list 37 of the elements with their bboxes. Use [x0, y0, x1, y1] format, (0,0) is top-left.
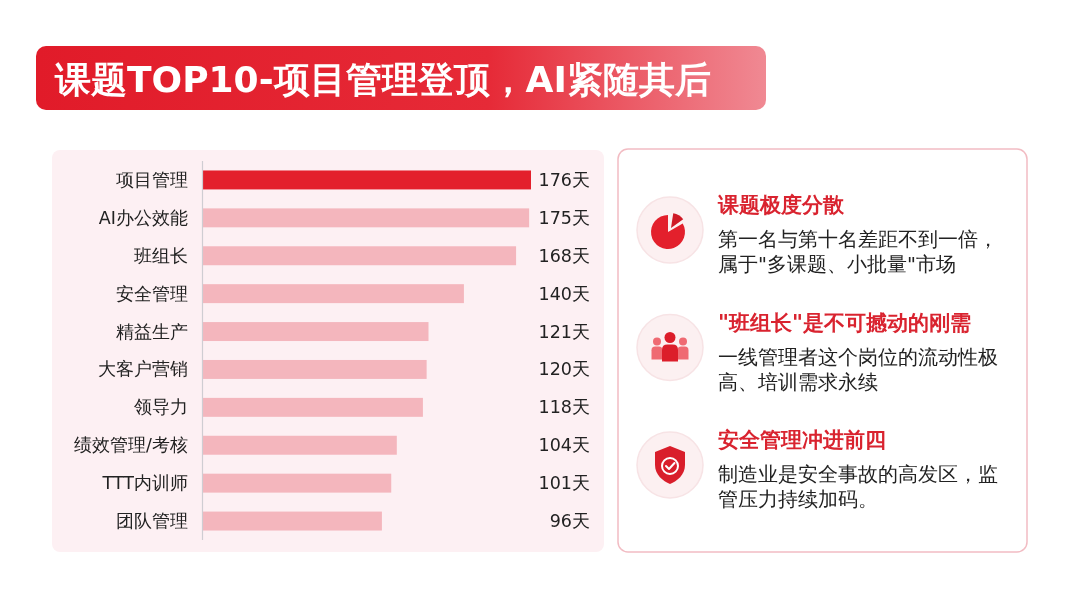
y-tick-label: 精益生产: [116, 321, 188, 342]
bar: [203, 435, 397, 455]
data-label: 140天: [538, 283, 590, 304]
bar: [203, 322, 429, 342]
text: "班组长"是不可撼动的刚需: [718, 310, 971, 335]
y-tick-label: 班组长: [134, 245, 188, 266]
bar: [203, 359, 427, 379]
data-label: 176天: [538, 169, 590, 190]
text: 课题极度分散: [717, 193, 845, 217]
data-label: 168天: [538, 245, 590, 266]
bar: [203, 208, 530, 228]
text: 一线管理者这个岗位的流动性极高、培训需求永续: [718, 345, 998, 393]
y-tick-label: 绩效管理/考核: [74, 435, 188, 456]
data-label: 96天: [549, 511, 590, 532]
chart-title: 课题TOP10-项目管理登顶，AI紧随其后: [54, 58, 711, 100]
bar: [203, 284, 464, 304]
y-tick-label: 领导力: [134, 397, 188, 418]
data-label: 121天: [538, 321, 590, 342]
text: 制造业是安全事故的高发区，监管压力持续加码。: [718, 462, 998, 511]
y-tick-label: 项目管理: [116, 169, 188, 190]
data-label: 104天: [538, 435, 590, 456]
data-label: 101天: [538, 473, 590, 494]
y-tick-label: TTT内训师: [101, 473, 188, 494]
y-tick-label: 团队管理: [116, 511, 188, 532]
bar: [203, 511, 382, 531]
text: 安全管理冲进前四: [718, 428, 886, 452]
y-tick-label: 安全管理: [116, 283, 188, 304]
text: 第一名与第十名差距不到一倍，属于"多课题、小批量"市场: [718, 227, 998, 276]
bar: [203, 397, 423, 417]
bar: [203, 246, 517, 266]
bar: [203, 170, 531, 190]
y-tick-label: AI办公效能: [98, 207, 188, 228]
data-label: 120天: [538, 359, 590, 380]
bar: [203, 473, 392, 493]
data-label: 118天: [538, 397, 590, 418]
data-label: 175天: [538, 207, 590, 228]
y-tick-label: 大客户营销: [98, 359, 188, 380]
